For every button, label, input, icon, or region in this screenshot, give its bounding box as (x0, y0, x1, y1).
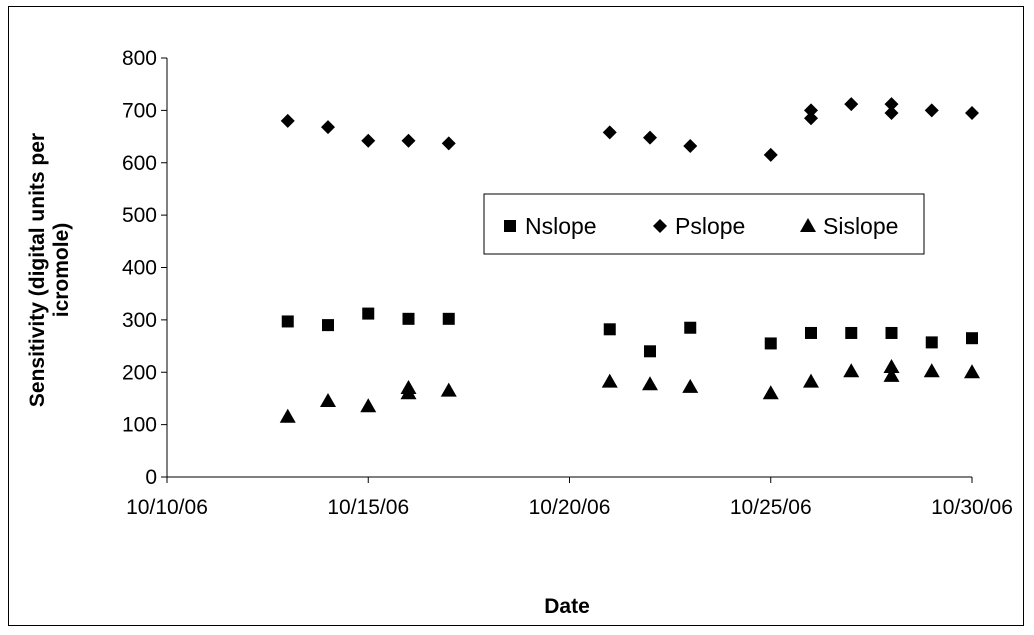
pslope-point (280, 113, 295, 128)
pslope-point (401, 133, 416, 148)
pslope-point (602, 125, 617, 140)
legend-pslope-label: Pslope (675, 213, 745, 239)
legend-nslope-marker (504, 220, 516, 232)
y-tick-label: 0 (145, 466, 157, 489)
pslope-point (683, 138, 698, 153)
tick-group: 0 100 200 300 400 500 600 700 800 10/10/06 10/15/0… (122, 47, 1013, 519)
x-tick-label: 10/25/06 (730, 496, 812, 519)
nslope-point (764, 337, 777, 350)
sislope-point (320, 393, 336, 408)
nslope-point (402, 312, 415, 325)
nslope-point (281, 315, 294, 328)
sislope-point (601, 373, 618, 388)
sislope-point (400, 385, 417, 400)
chart-frame (8, 6, 1024, 626)
pslope-point (965, 105, 979, 120)
sislope-point (440, 382, 457, 397)
nslope-point (925, 336, 938, 349)
pslope-point (924, 103, 939, 118)
pslope-point (643, 130, 657, 145)
pslope-point (844, 97, 859, 112)
y-tick-label: 800 (122, 47, 157, 70)
sislope-point (923, 363, 940, 378)
legend-pslope-marker (653, 219, 667, 233)
series-pslope (280, 97, 979, 162)
x-tick-label: 10/15/06 (327, 496, 409, 519)
sislope-point (762, 385, 779, 400)
pslope-point (441, 136, 456, 151)
legend-sislope-label: Sislope (823, 213, 898, 239)
pslope-point (804, 103, 818, 118)
x-axis-title: Date (544, 595, 590, 618)
legend-sislope-marker (800, 218, 816, 232)
pslope-point (763, 147, 778, 162)
x-tick-label: 10/30/06 (931, 496, 1013, 519)
sislope-point (843, 363, 860, 378)
nslope-point (966, 332, 978, 345)
legend-nslope-label: Nslope (525, 213, 597, 239)
pslope-point (804, 111, 818, 126)
sislope-point (964, 364, 980, 379)
pslope-point (884, 105, 899, 120)
y-tick-label: 700 (122, 99, 157, 122)
sislope-point (883, 359, 900, 374)
y-axis-title-line1: Sensitivity (digital units per (26, 133, 49, 407)
pslope-point (884, 97, 899, 112)
sislope-point (642, 376, 658, 391)
nslope-point (362, 307, 375, 320)
y-axis-title-line2: icromole) (50, 223, 73, 318)
sislope-point (682, 378, 699, 393)
nslope-point (442, 312, 455, 325)
sislope-point (360, 398, 377, 413)
nslope-point (805, 326, 817, 339)
series-sislope (279, 359, 980, 423)
y-tick-label: 400 (122, 257, 157, 280)
x-tick-label: 10/10/06 (126, 496, 208, 519)
pslope-point (321, 120, 335, 135)
nslope-point (845, 326, 858, 339)
series-nslope (281, 307, 978, 358)
x-tick-label: 10/20/06 (529, 496, 611, 519)
sislope-point (803, 373, 819, 388)
nslope-point (644, 345, 656, 358)
nslope-point (885, 326, 898, 339)
nslope-point (322, 319, 334, 332)
data-marks (279, 97, 980, 423)
y-tick-label: 200 (122, 361, 157, 384)
y-tick-label: 100 (122, 414, 157, 437)
sislope-point (883, 367, 900, 382)
nslope-point (603, 323, 616, 336)
legend-box (483, 193, 925, 255)
y-tick-label: 600 (122, 152, 157, 175)
pslope-point (361, 133, 376, 148)
sislope-point (279, 408, 296, 423)
nslope-point (684, 321, 697, 334)
y-tick-label: 300 (122, 309, 157, 332)
legend: Nslope Pslope Sislope (483, 193, 925, 255)
y-tick-label: 500 (122, 204, 157, 227)
